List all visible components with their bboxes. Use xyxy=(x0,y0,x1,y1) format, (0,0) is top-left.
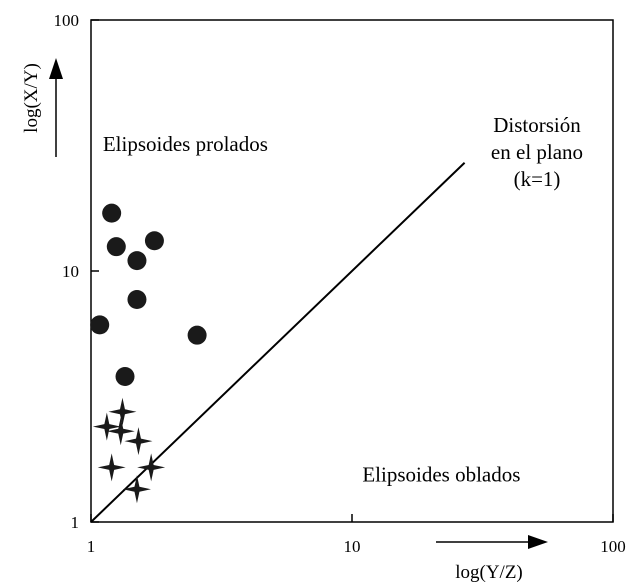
x-axis-arrowhead-icon xyxy=(528,535,548,549)
x-axis-label: log(Y/Z) xyxy=(455,562,523,582)
reference-line-label: Distorsión xyxy=(493,113,581,137)
y-tick-label: 10 xyxy=(62,262,79,281)
points-layer xyxy=(90,203,207,504)
reference-layer xyxy=(90,162,466,523)
x-tick-label: 1 xyxy=(87,537,96,556)
axis-layer: 1 10 100 1 10 100 xyxy=(54,11,626,556)
star-data-point xyxy=(92,412,121,441)
x-tick-label: 100 xyxy=(600,537,626,556)
y-axis-label: log(X/Y) xyxy=(21,63,42,133)
star-data-point xyxy=(137,453,166,482)
reference-line-label: (k=1) xyxy=(514,167,561,191)
star-data-point xyxy=(108,397,137,426)
star-data-point xyxy=(97,453,126,482)
circle-data-point xyxy=(102,203,122,223)
reference-line-label: en el plano xyxy=(491,140,583,164)
x-tick-label: 10 xyxy=(344,537,361,556)
circle-data-point xyxy=(127,251,147,271)
label-layer: Distorsión en el plano (k=1) Elipsoides pro… xyxy=(103,113,583,486)
circle-data-point xyxy=(106,237,126,257)
circle-data-point xyxy=(115,366,135,386)
y-tick-label: 100 xyxy=(54,11,80,30)
circle-data-point xyxy=(127,289,147,309)
region-label: Elipsoides prolados xyxy=(103,132,268,156)
y-axis-arrowhead-icon xyxy=(49,58,63,79)
k1-reference-line xyxy=(90,162,466,523)
y-tick-label: 1 xyxy=(71,513,80,532)
circle-data-point xyxy=(90,315,110,335)
circle-data-point xyxy=(144,231,164,251)
star-data-point xyxy=(106,417,135,446)
star-data-point xyxy=(122,475,151,504)
region-label: Elipsoides oblados xyxy=(362,462,520,486)
circle-data-point xyxy=(187,325,207,345)
star-data-point xyxy=(124,427,153,456)
